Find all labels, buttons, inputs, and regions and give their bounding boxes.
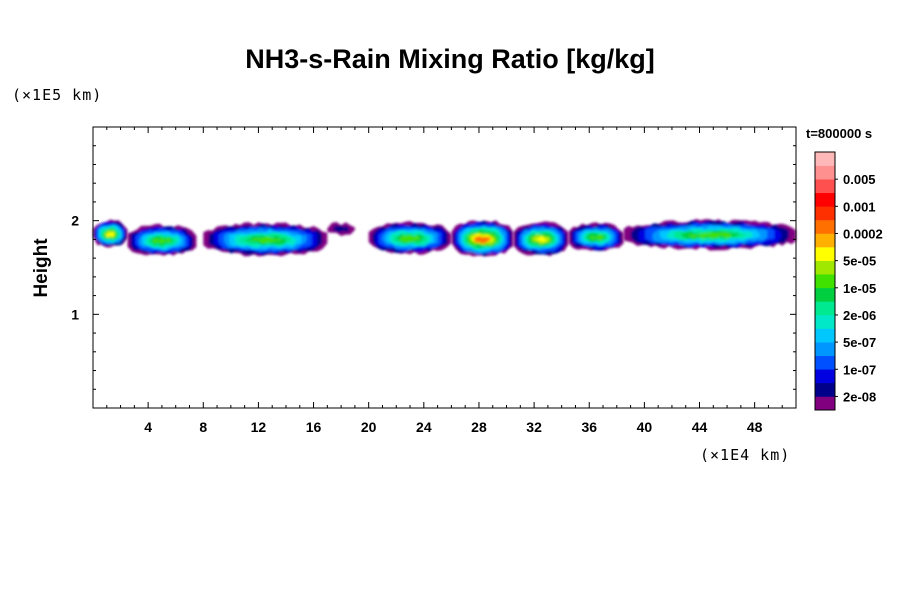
colorbar-swatch (815, 301, 835, 316)
cloud-contour (589, 234, 603, 241)
x-tick-label: 24 (416, 419, 432, 435)
x-tick-label: 12 (251, 419, 267, 435)
colorbar-swatch (815, 192, 835, 207)
time-label: t=800000 s (806, 126, 873, 141)
colorbar-swatch (815, 328, 835, 343)
colorbar-swatch (815, 287, 835, 302)
colorbar-swatch (815, 396, 835, 411)
cloud-contour (534, 236, 548, 243)
chart-title: NH3-s-Rain Mixing Ratio [kg/kg] (245, 44, 655, 74)
colorbar-label: 0.001 (843, 199, 876, 214)
colorbar-swatch (815, 206, 835, 221)
x-tick-label: 36 (581, 419, 597, 435)
colorbar-swatch (815, 314, 835, 329)
x-unit-label: (×1E4 km) (700, 446, 791, 464)
colorbar-swatch (815, 152, 835, 166)
colorbar-swatch (815, 219, 835, 234)
cloud-contour (333, 225, 350, 233)
cloud-contour (250, 236, 281, 244)
x-tick-label: 48 (747, 419, 763, 435)
x-tick-label: 16 (306, 419, 322, 435)
colorbar-label: 0.0002 (843, 226, 883, 241)
colorbar-label: 2e-08 (843, 389, 876, 404)
colorbar-swatch (815, 274, 835, 289)
plot-frame (92, 126, 797, 409)
cloud-contour (475, 236, 490, 244)
colorbar-swatch (815, 165, 835, 180)
cloud-segment (93, 219, 128, 248)
cloud-segment (368, 221, 452, 255)
x-tick-label: 20 (361, 419, 377, 435)
cloud-contour (153, 237, 171, 244)
cloud-segment (513, 221, 569, 257)
x-tick-label: 32 (526, 419, 542, 435)
colorbar-label: 1e-07 (843, 362, 876, 377)
colorbar-swatch (815, 260, 835, 275)
colorbar-label: 5e-05 (843, 254, 876, 269)
cloud-segment (203, 222, 328, 257)
cloud-contour (106, 231, 115, 238)
x-tick-label: 44 (692, 419, 708, 435)
y-unit-label: (×1E5 km) (12, 86, 103, 104)
y-tick-label: 1 (71, 306, 79, 322)
x-tick-label: 40 (637, 419, 653, 435)
cloud-segment (451, 220, 514, 257)
cloud-segment (327, 222, 355, 236)
colorbar-swatch (815, 355, 835, 370)
colorbar-label: 0.005 (843, 172, 876, 187)
colorbar-frame (814, 151, 836, 411)
y-tick-label: 2 (71, 213, 79, 229)
colorbar-swatch (815, 233, 835, 248)
x-tick-label: 28 (471, 419, 487, 435)
cloud-segment (127, 223, 197, 256)
x-tick-label: 4 (144, 419, 152, 435)
cloud-contour (399, 235, 421, 242)
colorbar-swatch (815, 382, 835, 397)
cloud-segment (623, 219, 796, 251)
colorbar-label: 1e-05 (843, 281, 876, 296)
colorbar-label: 5e-07 (843, 335, 876, 350)
colorbar-swatch (815, 179, 835, 194)
colorbar-swatch (815, 369, 835, 384)
x-tick-label: 8 (199, 419, 207, 435)
colorbar-swatch (815, 342, 835, 356)
cloud-segment (568, 222, 624, 251)
colorbar-label: 2e-06 (843, 308, 876, 323)
colorbar-swatch (815, 247, 835, 261)
cloud-contour (688, 232, 731, 239)
